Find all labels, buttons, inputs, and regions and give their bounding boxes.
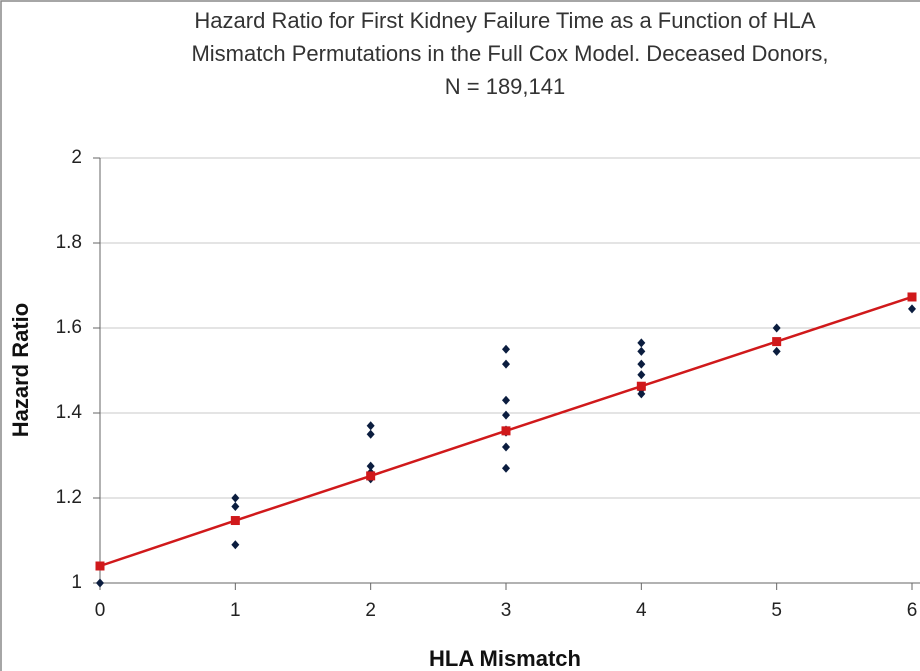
y-tick-label: 1.6 <box>56 317 82 338</box>
point <box>502 395 510 405</box>
point <box>502 344 510 354</box>
point <box>502 359 510 369</box>
plot <box>95 292 917 588</box>
y-tick-label: 1 <box>71 572 82 593</box>
chart-title: N = 189,141 <box>445 74 565 99</box>
point <box>502 410 510 420</box>
point <box>366 421 375 431</box>
point <box>231 540 240 550</box>
x-tick-label: 5 <box>771 600 782 621</box>
point <box>502 442 510 452</box>
point <box>636 381 646 391</box>
x-axis-label: HLA Mismatch <box>429 646 581 671</box>
point <box>772 323 781 333</box>
point <box>366 429 375 439</box>
point <box>907 292 917 302</box>
y-tick-label: 1.4 <box>56 402 83 423</box>
point <box>501 426 511 436</box>
x-tick-label: 6 <box>907 600 918 621</box>
point <box>772 346 781 356</box>
point <box>637 338 646 348</box>
point <box>637 370 646 380</box>
point <box>637 346 646 356</box>
point <box>231 493 240 503</box>
point <box>502 463 510 473</box>
point <box>637 389 646 399</box>
point <box>230 516 240 526</box>
y-tick-label: 1.8 <box>56 232 82 253</box>
x-tick-label: 2 <box>365 600 376 621</box>
point <box>637 359 646 369</box>
x-tick-label: 3 <box>501 600 512 621</box>
chart-title: Mismatch Permutations in the Full Cox Mo… <box>191 41 828 66</box>
chart-title: Hazard Ratio for First Kidney Failure Ti… <box>194 8 815 33</box>
x-tick-label: 0 <box>95 600 106 621</box>
point <box>772 337 782 347</box>
y-tick-label: 1.2 <box>56 487 82 508</box>
point <box>908 304 916 314</box>
point <box>366 461 375 471</box>
y-tick-label: 2 <box>71 147 82 168</box>
point <box>231 502 240 511</box>
x-tick-label: 1 <box>230 600 241 621</box>
point <box>95 561 105 571</box>
y-axis-label: Hazard Ratio <box>8 303 33 437</box>
point <box>96 578 104 588</box>
x-tick-label: 4 <box>636 600 647 621</box>
point <box>366 471 376 481</box>
